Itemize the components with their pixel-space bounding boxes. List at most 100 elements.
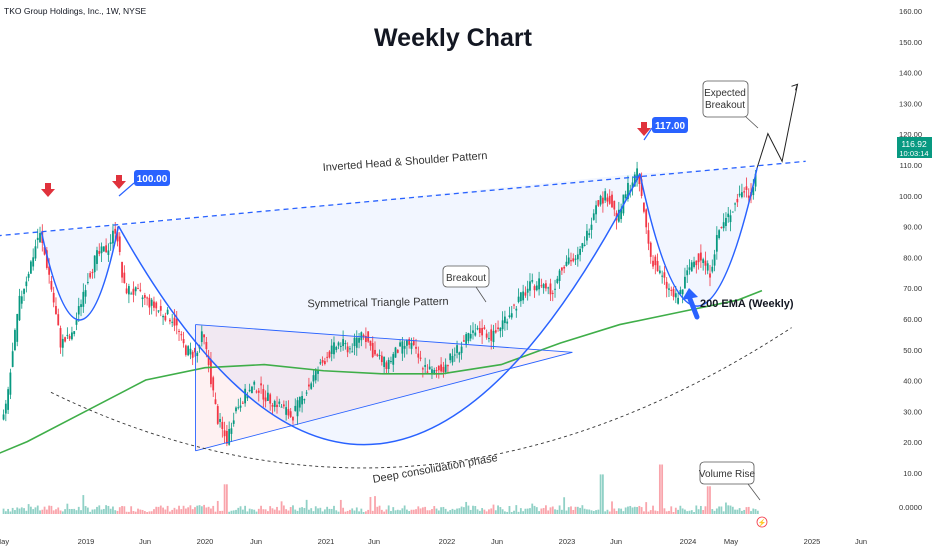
candle-body — [597, 200, 600, 206]
candle-body — [264, 397, 267, 402]
candle-body — [592, 213, 595, 220]
volume-bar — [563, 497, 566, 514]
volume-bar — [91, 509, 94, 514]
candle-body — [656, 260, 659, 272]
arrow-up-icon — [682, 288, 700, 320]
candle-body — [294, 405, 297, 411]
candle-body — [130, 293, 133, 295]
candle-body — [595, 205, 597, 215]
candle-body — [417, 353, 420, 358]
volume-bar — [61, 511, 64, 514]
candle-body — [112, 230, 114, 244]
right-shoulder-curve — [639, 167, 758, 307]
candle-body — [155, 302, 158, 309]
time-tick-label: 2023 — [559, 537, 576, 546]
volume-bar — [741, 510, 743, 514]
volume-bar — [725, 502, 727, 514]
triangle-upper-line — [195, 324, 573, 353]
volume-bar — [606, 509, 609, 514]
candle-body — [173, 317, 176, 326]
volume-bar — [164, 509, 167, 514]
candle-body — [228, 429, 231, 445]
candle-body — [620, 209, 623, 220]
triangle-label: Symmetrical Triangle Pattern — [307, 296, 448, 310]
candle-body — [180, 334, 183, 336]
candle-body — [267, 392, 269, 401]
candle-body — [658, 270, 661, 274]
candle-body — [720, 227, 723, 229]
candle-body — [105, 245, 108, 253]
volume-bar — [367, 509, 370, 514]
volume-bar — [722, 511, 725, 514]
price-tick-label: 120.00 — [899, 130, 922, 139]
volume-bar — [77, 506, 80, 514]
volume-bar — [153, 509, 155, 514]
volume-bar — [326, 506, 329, 514]
candle-body — [278, 401, 281, 404]
volume-bar — [387, 505, 390, 514]
volume-bar — [205, 507, 208, 514]
volume-bar — [333, 505, 335, 514]
candle-body — [437, 365, 440, 371]
expected-label-2: Breakout — [705, 100, 745, 111]
price-badge-100: 100.00 — [118, 170, 170, 197]
volume-bar — [257, 508, 260, 514]
candle-body — [681, 289, 684, 295]
volume-bar — [337, 511, 340, 514]
candle-body — [453, 354, 456, 356]
candle-body — [727, 213, 730, 218]
candle-body — [308, 384, 310, 387]
candle-body — [4, 403, 7, 414]
candle-body — [210, 359, 212, 385]
volume-bar — [98, 505, 101, 514]
volume-bar — [506, 511, 509, 514]
candle-body — [741, 192, 743, 198]
volume-bar — [55, 509, 57, 514]
candle-body — [312, 375, 315, 382]
volume-bar — [535, 507, 538, 514]
volume-bar — [656, 511, 659, 514]
time-tick-label: Jun — [491, 537, 503, 546]
volume-bar — [590, 510, 593, 514]
volume-bar — [216, 500, 219, 514]
candle-body — [524, 292, 527, 296]
candle-body — [66, 334, 69, 336]
volume-bar — [89, 511, 92, 514]
candle-body — [184, 345, 187, 355]
volume-bar — [358, 511, 360, 514]
candle-body — [474, 332, 477, 336]
volume-bar — [745, 507, 748, 514]
candle-body — [465, 334, 468, 344]
candle-body — [262, 388, 265, 400]
volume-bar — [86, 507, 89, 514]
pattern-label: Inverted Head & Shoulder Pattern — [322, 150, 488, 174]
candle-body — [355, 337, 358, 348]
volume-bar — [752, 508, 755, 514]
candle-body — [141, 297, 144, 300]
candle-body — [292, 416, 294, 421]
candle-body — [337, 342, 340, 346]
volume-bar — [709, 486, 711, 514]
volume-bar — [317, 508, 319, 514]
volume-bar — [597, 509, 600, 514]
volume-bar — [4, 511, 7, 514]
volume-bar — [187, 507, 190, 514]
candle-body — [677, 297, 679, 304]
head-curve — [117, 173, 641, 446]
candle-body — [344, 343, 347, 345]
volume-bar — [747, 506, 750, 514]
volume-bar — [586, 509, 588, 514]
volume-bar — [48, 505, 51, 514]
candle-body — [34, 246, 37, 259]
volume-bar — [718, 506, 721, 514]
candle-body — [189, 348, 192, 355]
volume-bar — [221, 510, 224, 514]
candle-body — [330, 345, 333, 354]
volume-bar — [116, 510, 119, 514]
volume-bar — [235, 509, 237, 514]
price-tick-label: 100.00 — [899, 192, 922, 201]
volume-bar — [403, 505, 406, 514]
volume-bar — [513, 510, 515, 514]
volume-bar — [556, 509, 559, 514]
